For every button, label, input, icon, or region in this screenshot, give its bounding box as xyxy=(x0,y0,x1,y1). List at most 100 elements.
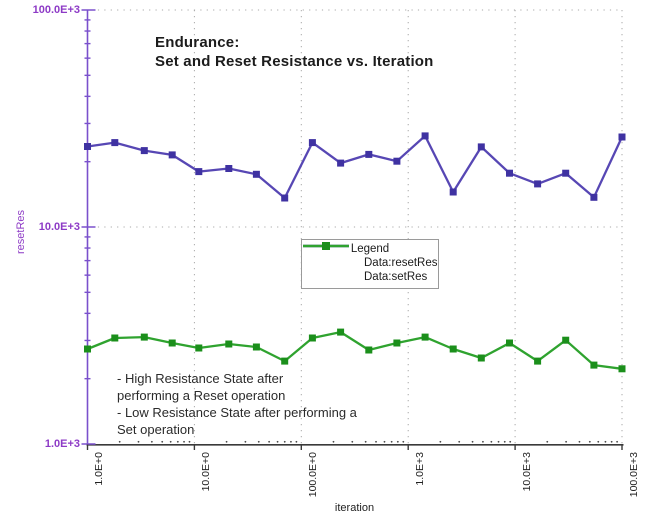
x-minor-tick xyxy=(137,440,140,443)
resetres-series-marker xyxy=(534,180,542,188)
resetres-series-marker xyxy=(449,188,457,196)
x-minor-tick xyxy=(332,440,335,443)
resetres-series-marker xyxy=(281,194,289,202)
setres-series-marker xyxy=(562,336,570,344)
resetres-series-marker xyxy=(562,169,570,177)
setres-series-marker xyxy=(534,357,542,365)
x-axis-title: iteration xyxy=(334,502,375,514)
x-minor-tick xyxy=(183,440,185,443)
resetres-series-marker xyxy=(365,150,373,158)
x-minor-tick xyxy=(383,440,386,443)
chart-title-line1: Endurance: xyxy=(155,34,240,51)
x-minor-tick xyxy=(188,440,191,443)
resetres-line-sample-icon xyxy=(303,242,358,269)
x-minor-tick xyxy=(257,440,260,443)
setres-series-marker xyxy=(618,365,626,373)
setres-series-marker xyxy=(111,334,119,342)
x-minor-tick xyxy=(225,440,228,443)
annotation-line-1: - High Resistance State after xyxy=(117,371,284,386)
resetres-series-marker xyxy=(477,143,485,151)
x-minor-tick xyxy=(276,440,279,443)
x-minor-tick xyxy=(244,440,247,443)
x-minor-tick xyxy=(458,440,461,443)
x-minor-tick xyxy=(588,440,591,443)
setres-series-marker xyxy=(225,340,233,348)
setres-series-marker xyxy=(195,344,203,352)
x-minor-tick xyxy=(597,440,600,443)
x-tick-label-100e3: 100.0E+3 xyxy=(628,452,640,498)
x-minor-tick xyxy=(118,440,121,443)
legend-sample-svg xyxy=(303,242,349,250)
annotation-line-3: - Low Resistance State after performing … xyxy=(117,405,357,420)
x-minor-tick xyxy=(565,440,568,443)
x-minor-tick xyxy=(604,440,607,443)
legend-entry-resetres: Data:resetRes xyxy=(302,242,438,270)
x-minor-tick xyxy=(610,440,613,443)
legend-title: Legend xyxy=(350,243,390,255)
y-axis-title: resetRes xyxy=(15,209,27,255)
x-minor-tick xyxy=(616,440,619,443)
resetres-series-marker xyxy=(393,157,401,165)
resetres-series-marker xyxy=(140,147,148,155)
resetres-series-line xyxy=(87,134,624,200)
legend-box: Legend Data:resetRes Data:setRes xyxy=(301,239,439,289)
setres-series-marker xyxy=(590,361,598,369)
legend-label-setres: Data:setRes xyxy=(364,271,428,283)
x-minor-tick xyxy=(482,440,484,443)
y-tick-label-10e3: 10.0E+3 xyxy=(38,221,80,233)
x-minor-tick xyxy=(390,440,393,443)
x-minor-tick xyxy=(497,440,500,443)
x-minor-tick xyxy=(490,440,493,443)
setres-series-marker xyxy=(449,345,457,353)
resetres-series-marker xyxy=(618,133,626,141)
setres-series-line xyxy=(87,330,623,370)
x-minor-tick xyxy=(150,440,153,443)
setres-series-marker xyxy=(168,339,176,347)
x-minor-tick xyxy=(578,440,581,443)
x-minor-tick xyxy=(169,440,172,443)
x-minor-tick xyxy=(290,440,292,443)
y-tick-label-100e3: 100.0E+3 xyxy=(32,4,80,16)
setres-series-marker xyxy=(393,339,401,347)
annotation-line-2: performing a Reset operation xyxy=(117,388,286,403)
x-minor-tick xyxy=(503,440,506,443)
setres-series-marker xyxy=(308,334,316,342)
x-minor-tick xyxy=(471,440,474,443)
x-minor-tick xyxy=(375,440,377,443)
setres-series-marker xyxy=(421,333,429,341)
setres-line-sample-icon xyxy=(303,242,358,283)
y-tick-label-1e3: 1.0E+3 xyxy=(44,438,80,450)
resetres-series-marker xyxy=(252,170,260,178)
setres-series-marker xyxy=(365,346,373,354)
chart-title-line2: Set and Reset Resistance vs. Iteration xyxy=(155,53,434,70)
x-minor-tick xyxy=(402,440,405,443)
resetres-series-marker xyxy=(506,169,513,177)
setres-series-marker xyxy=(337,328,345,336)
legend-label-resetres: Data:resetRes xyxy=(364,257,438,269)
resetres-series-marker xyxy=(195,168,203,176)
setres-series-marker xyxy=(506,339,513,347)
x-minor-tick xyxy=(364,440,367,443)
resetres-series-marker xyxy=(590,193,598,201)
resetres-series-marker xyxy=(111,139,119,147)
x-minor-tick xyxy=(509,440,512,443)
annotation-block: - High Resistance State after performing… xyxy=(117,370,357,438)
x-minor-tick xyxy=(351,440,354,443)
x-minor-tick xyxy=(161,440,164,443)
resetres-series-marker xyxy=(421,132,429,140)
x-minor-tick xyxy=(268,440,271,443)
resetres-series-marker xyxy=(225,165,233,172)
x-minor-tick xyxy=(295,440,298,443)
x-minor-tick xyxy=(546,440,549,443)
x-minor-tick xyxy=(283,440,286,443)
resetres-series-marker xyxy=(84,143,91,150)
setres-series-marker xyxy=(84,345,91,353)
annotation-line-4: Set operation xyxy=(117,422,195,437)
resetres-series-marker xyxy=(337,159,345,167)
setres-series-marker xyxy=(477,354,485,362)
x-minor-tick xyxy=(439,440,442,443)
setres-series-marker xyxy=(281,357,289,365)
setres-series-marker xyxy=(252,343,260,351)
x-minor-tick xyxy=(396,440,399,443)
